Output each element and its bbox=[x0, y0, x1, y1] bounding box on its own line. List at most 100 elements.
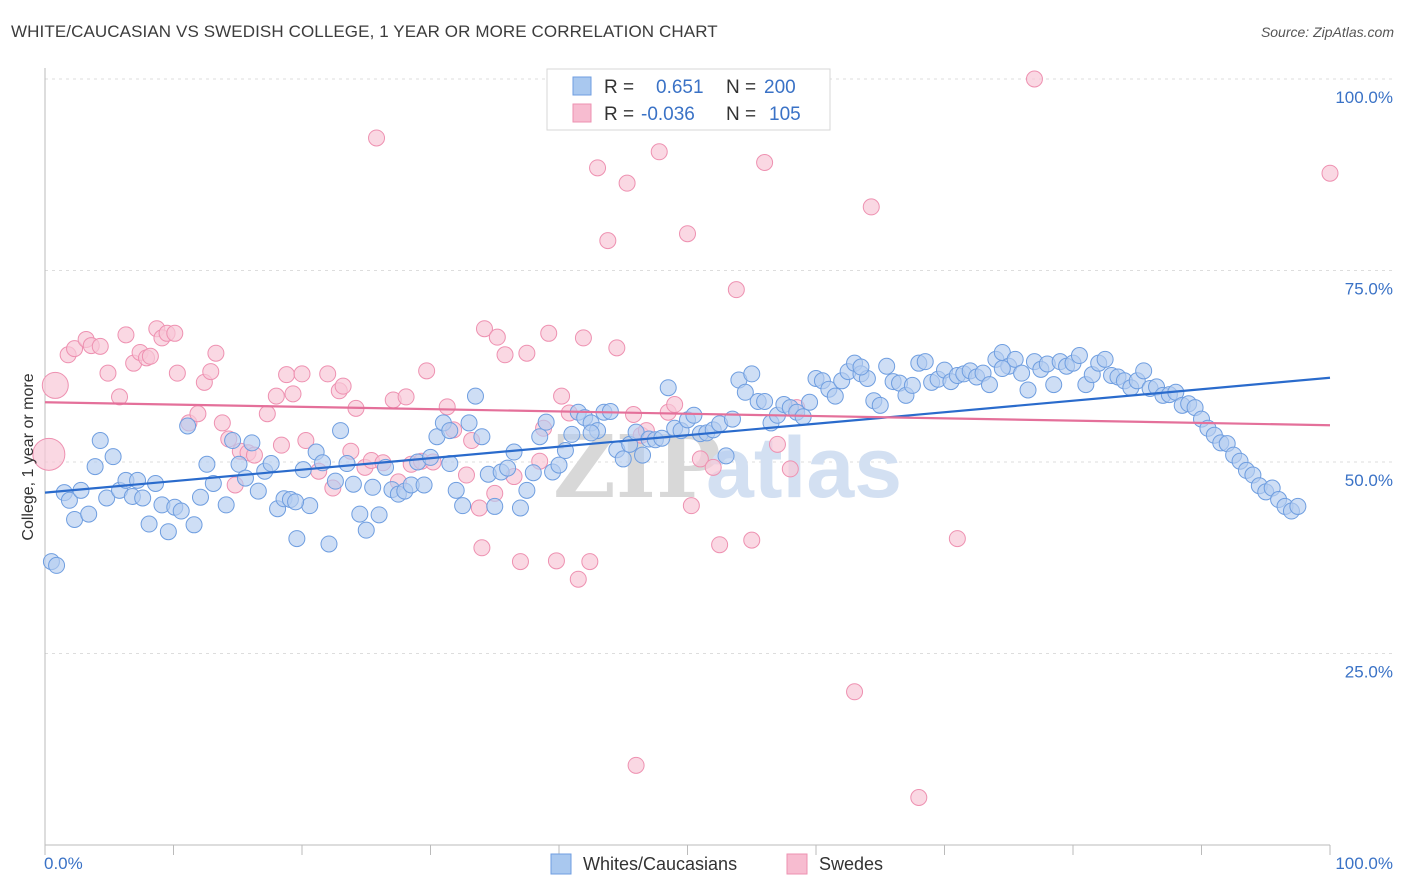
data-point-whites bbox=[634, 446, 652, 464]
data-point-whites bbox=[659, 379, 677, 397]
data-point-swedes bbox=[496, 346, 514, 364]
data-point-whites bbox=[224, 432, 242, 450]
data-point-whites bbox=[217, 496, 235, 514]
data-point-swedes bbox=[768, 435, 786, 453]
data-point-swedes bbox=[473, 539, 491, 557]
data-point-whites bbox=[473, 428, 491, 446]
data-point-whites bbox=[80, 505, 98, 523]
data-point-swedes bbox=[213, 414, 231, 432]
data-point-whites bbox=[447, 481, 465, 499]
data-point-whites bbox=[466, 387, 484, 405]
data-point-whites bbox=[826, 387, 844, 405]
data-point-swedes bbox=[862, 198, 880, 216]
data-point-whites bbox=[1289, 497, 1307, 515]
y-tick-label: 25.0% bbox=[1345, 663, 1393, 682]
data-point-whites bbox=[326, 472, 344, 490]
data-point-whites bbox=[357, 521, 375, 539]
data-point-whites bbox=[301, 497, 319, 515]
bottom-legend-label-swedes: Swedes bbox=[819, 854, 883, 874]
data-point-swedes bbox=[438, 398, 456, 416]
data-point-whites bbox=[563, 425, 581, 443]
legend-r-label-swedes: R = bbox=[604, 104, 634, 125]
tick-labels: 25.0% 50.0% 75.0% 100.0% 0.0% 100.0% bbox=[44, 88, 1393, 873]
bottom-legend-swatch-whites bbox=[550, 853, 572, 875]
data-point-whites bbox=[191, 488, 209, 506]
legend-r-value-swedes: -0.036 bbox=[641, 104, 695, 125]
data-point-swedes bbox=[589, 159, 607, 177]
data-point-swedes bbox=[272, 436, 290, 454]
data-point-swedes bbox=[334, 377, 352, 395]
trend-line-whites bbox=[44, 376, 1331, 494]
x-tick-label: 100.0% bbox=[1335, 854, 1393, 873]
watermark-atlas: atlas bbox=[706, 420, 902, 516]
data-point-whites bbox=[756, 392, 774, 410]
data-point-whites bbox=[1070, 347, 1088, 365]
data-point-swedes bbox=[553, 387, 571, 405]
data-point-swedes bbox=[581, 553, 599, 571]
legend-swatch-swedes bbox=[572, 103, 592, 123]
data-point-swedes bbox=[756, 153, 774, 171]
data-point-swedes bbox=[948, 530, 966, 548]
data-point-swedes bbox=[457, 466, 475, 484]
data-point-swedes bbox=[666, 396, 684, 414]
data-point-whites bbox=[243, 434, 261, 452]
data-point-whites bbox=[550, 456, 568, 474]
data-point-swedes bbox=[679, 225, 696, 243]
data-point-whites bbox=[179, 417, 197, 435]
data-point-swedes bbox=[111, 388, 129, 406]
data-point-whites bbox=[364, 478, 382, 496]
data-point-whites bbox=[230, 455, 248, 473]
data-point-whites bbox=[460, 414, 478, 432]
data-point-whites bbox=[537, 413, 555, 431]
data-point-whites bbox=[344, 475, 362, 493]
data-point-whites bbox=[204, 474, 222, 492]
data-point-swedes bbox=[608, 339, 626, 357]
data-point-whites bbox=[852, 358, 870, 376]
data-point-whites bbox=[1135, 362, 1153, 380]
data-point-whites bbox=[415, 476, 433, 494]
data-point-whites bbox=[66, 510, 84, 528]
y-tick-label: 75.0% bbox=[1345, 280, 1393, 299]
source-label: Source: ZipAtlas.com bbox=[1260, 24, 1394, 40]
legend-r-value-whites: 0.651 bbox=[656, 77, 704, 98]
data-point-whites bbox=[518, 481, 536, 499]
data-point-swedes bbox=[32, 437, 66, 471]
data-point-whites bbox=[172, 502, 190, 520]
data-point-swedes bbox=[488, 328, 506, 346]
data-point-swedes bbox=[267, 387, 285, 405]
data-point-swedes bbox=[319, 365, 337, 383]
data-point-whites bbox=[288, 530, 306, 548]
data-point-swedes bbox=[1025, 70, 1043, 88]
bottom-legend-swatch-swedes bbox=[786, 853, 808, 875]
data-point-whites bbox=[736, 383, 754, 401]
data-point-whites bbox=[262, 455, 280, 473]
data-point-whites bbox=[159, 523, 177, 541]
data-point-whites bbox=[332, 422, 350, 440]
legend-n-value-whites: 200 bbox=[764, 77, 796, 98]
data-point-swedes bbox=[207, 344, 225, 362]
data-point-whites bbox=[236, 469, 254, 487]
data-point-whites bbox=[511, 499, 529, 517]
data-point-whites bbox=[454, 497, 472, 515]
data-point-swedes bbox=[168, 364, 186, 382]
data-point-swedes bbox=[397, 388, 415, 406]
legend-n-value-swedes: 105 bbox=[769, 104, 801, 125]
data-point-whites bbox=[717, 447, 735, 465]
data-point-swedes bbox=[117, 326, 135, 344]
data-point-swedes bbox=[711, 536, 729, 554]
legend-box bbox=[546, 68, 831, 131]
bottom-legend: Whites/Caucasians Swedes bbox=[550, 853, 883, 875]
data-point-whites bbox=[351, 505, 369, 523]
data-point-whites bbox=[86, 458, 104, 476]
data-point-whites bbox=[1096, 350, 1114, 368]
data-point-whites bbox=[129, 471, 147, 489]
data-point-swedes bbox=[547, 552, 565, 570]
data-point-whites bbox=[370, 506, 388, 524]
data-point-whites bbox=[685, 406, 703, 424]
data-point-whites bbox=[91, 432, 109, 450]
data-point-whites bbox=[582, 424, 600, 442]
data-point-swedes bbox=[682, 497, 700, 515]
gridlines bbox=[45, 78, 1395, 654]
data-point-whites bbox=[1019, 381, 1037, 399]
